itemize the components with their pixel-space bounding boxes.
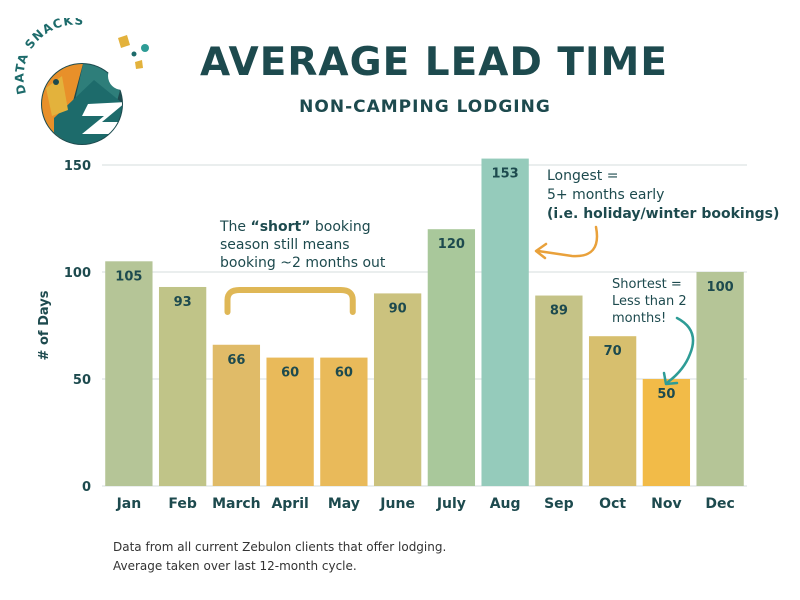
- bar-aug: [481, 159, 528, 486]
- bar-sep: [535, 296, 582, 486]
- footnote-data-source: Data from all current Zebulon clients th…: [113, 540, 446, 554]
- x-tick-label: March: [212, 496, 261, 512]
- footnote-averaging: Average taken over last 12-month cycle.: [113, 559, 357, 573]
- bar-value-label: 50: [657, 387, 675, 402]
- bar-value-label: 93: [174, 295, 192, 310]
- y-axis-label: # of Days: [37, 290, 52, 360]
- y-tick-label: 50: [73, 373, 91, 388]
- bar-value-label: 89: [550, 304, 568, 319]
- bar-value-label: 66: [227, 353, 245, 368]
- x-tick-label: Oct: [599, 496, 626, 512]
- bar-dec: [696, 272, 743, 486]
- bar-value-label: 105: [115, 269, 142, 284]
- x-tick-label: July: [436, 496, 466, 512]
- x-tick-label: Feb: [168, 496, 197, 512]
- bar-value-label: 153: [492, 167, 519, 182]
- longest-arrow: [538, 227, 597, 256]
- bar-value-label: 90: [389, 301, 407, 316]
- annotation-short-season: The “short” booking season still means b…: [220, 218, 385, 272]
- y-tick-label: 150: [64, 159, 91, 174]
- x-tick-label: Dec: [705, 496, 734, 512]
- shortest-arrow: [668, 318, 693, 382]
- bar-jan: [105, 261, 152, 486]
- x-tick-label: June: [379, 496, 415, 512]
- x-tick-label: Nov: [651, 496, 681, 512]
- x-tick-label: May: [328, 496, 360, 512]
- bar-value-label: 60: [281, 366, 299, 381]
- y-tick-label: 0: [82, 480, 91, 495]
- x-tick-label: Sep: [544, 496, 574, 512]
- bar-value-label: 100: [707, 280, 734, 295]
- short-season-bracket: [228, 290, 353, 312]
- x-tick-label: Aug: [490, 496, 521, 512]
- bar-value-label: 70: [604, 344, 622, 359]
- bar-value-label: 60: [335, 366, 353, 381]
- bar-value-label: 120: [438, 237, 465, 252]
- annotation-longest: Longest = 5+ months early (i.e. holiday/…: [547, 167, 779, 224]
- bar-june: [374, 293, 421, 486]
- x-tick-label: Jan: [116, 496, 142, 512]
- bar-feb: [159, 287, 206, 486]
- x-tick-label: April: [271, 496, 308, 512]
- y-tick-label: 100: [64, 266, 91, 281]
- bar-july: [428, 229, 475, 486]
- annotation-shortest: Shortest = Less than 2 months!: [612, 276, 687, 327]
